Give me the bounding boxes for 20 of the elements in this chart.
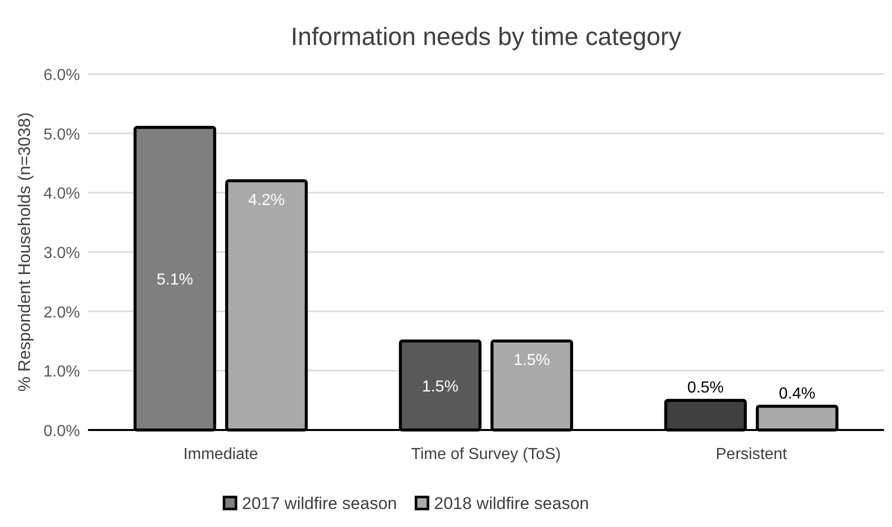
y-axis-title: % Respondent Households (n=3038) (15, 112, 34, 392)
data-label: 0.4% (778, 385, 816, 402)
x-tick-label: Time of Survey (ToS) (411, 446, 561, 463)
y-tick-label: 4.0% (44, 186, 80, 203)
x-tick-label: Persistent (716, 446, 788, 463)
x-tick-label: Immediate (183, 446, 258, 463)
y-tick-label: 3.0% (44, 245, 80, 262)
y-tick-label: 2.0% (44, 304, 80, 322)
data-label: 0.5% (687, 379, 724, 396)
y-tick-label: 1.0% (44, 364, 80, 381)
data-label: 1.5% (514, 352, 550, 369)
data-label: 5.1% (156, 272, 194, 289)
y-tick-label: 6.0% (44, 67, 80, 84)
chart-title: Information needs by time category (290, 23, 682, 51)
legend-label: 2018 wildfire season (434, 494, 589, 513)
y-tick-label: 0.0% (44, 423, 80, 440)
legend-label: 2017 wildfire season (242, 494, 397, 513)
y-tick-label: 5.0% (44, 126, 80, 144)
data-label: 4.2% (248, 192, 285, 209)
data-label: 1.5% (422, 378, 458, 396)
